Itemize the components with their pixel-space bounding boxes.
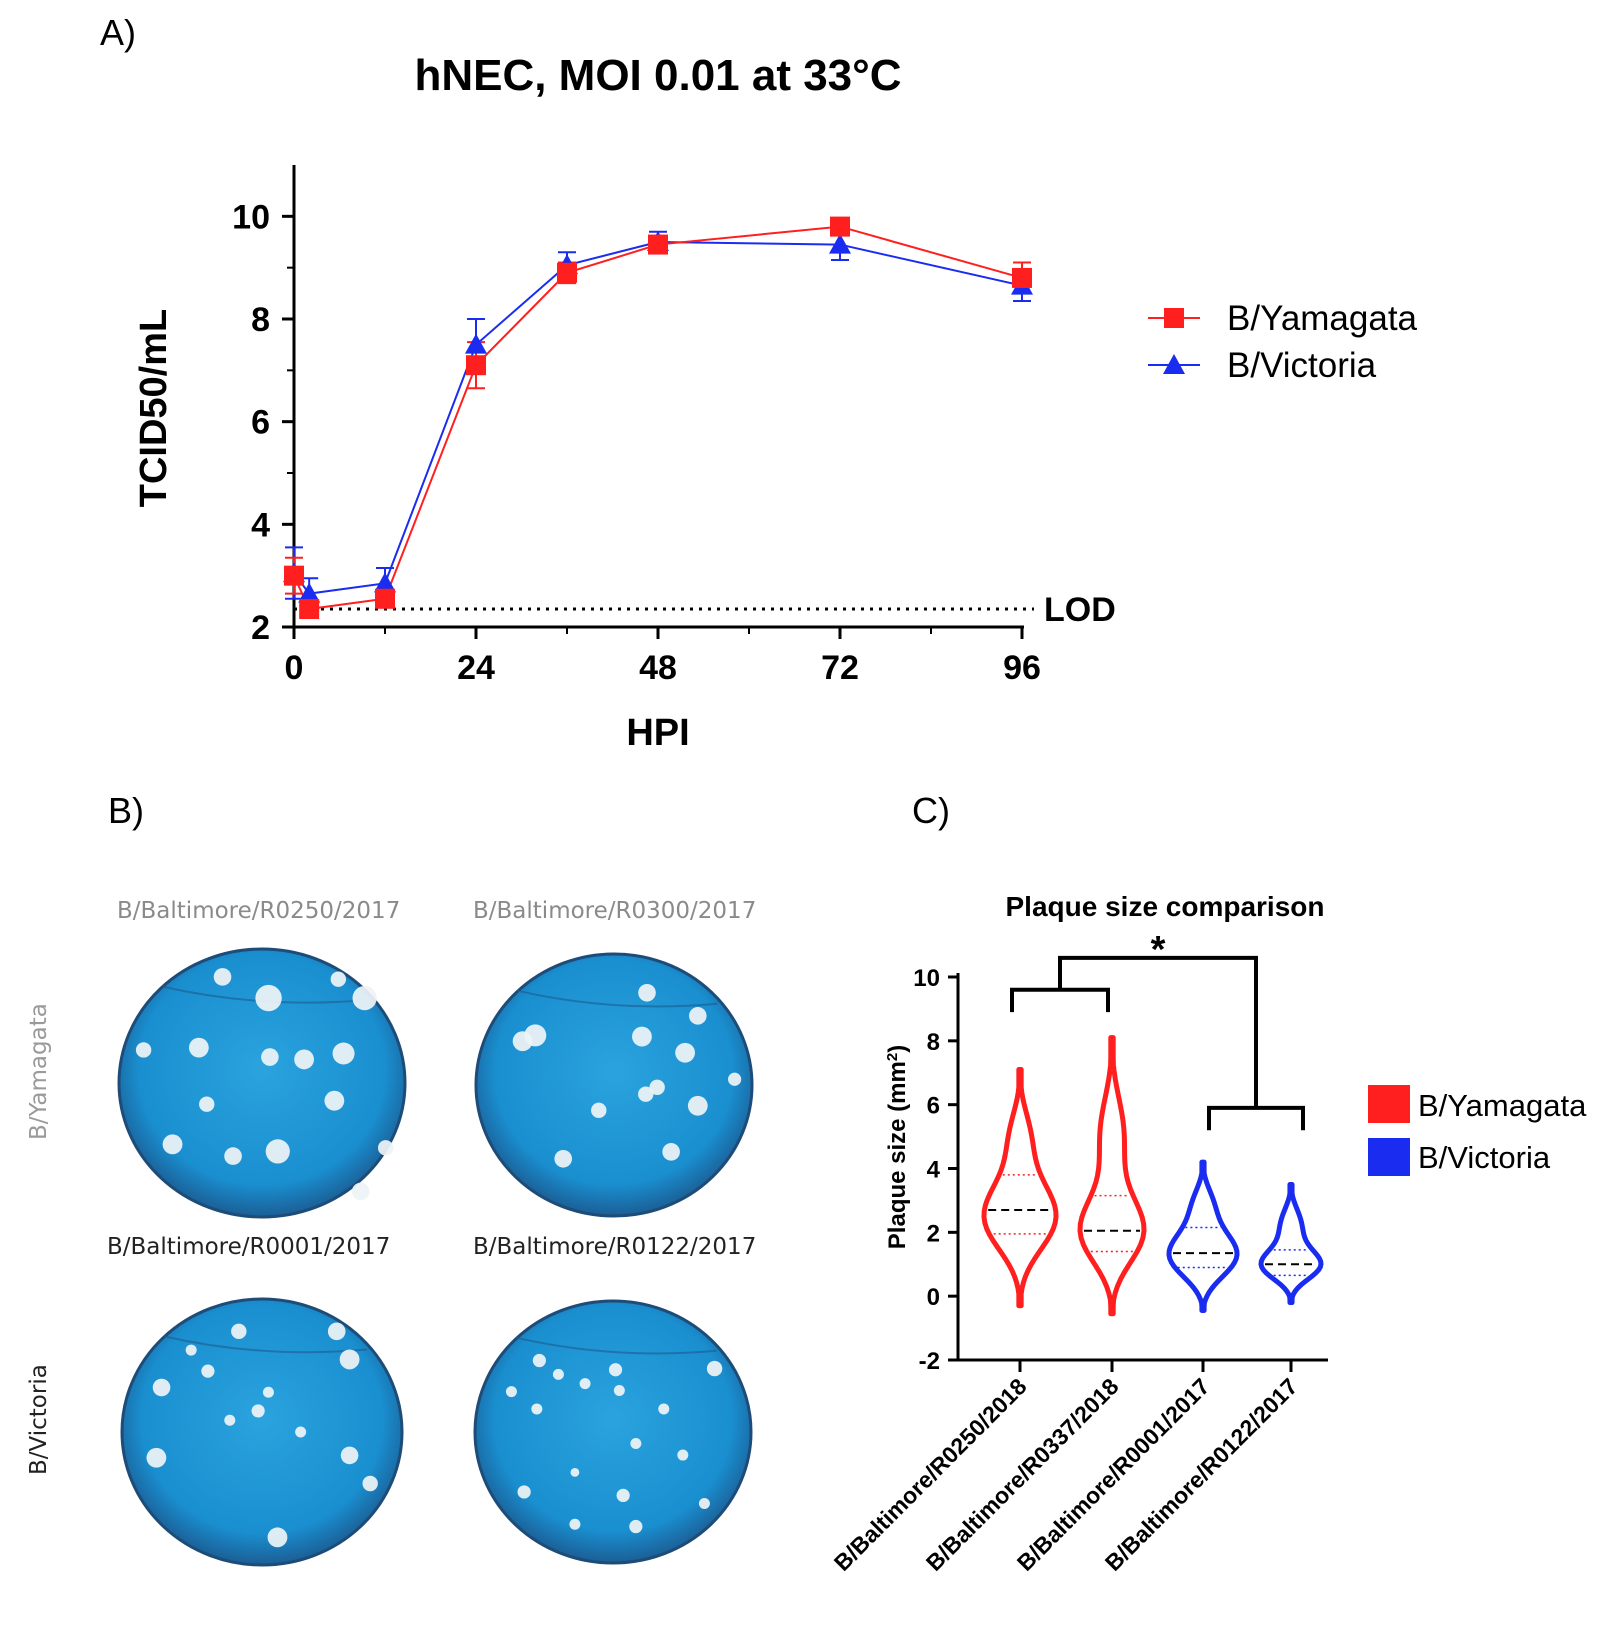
point-yamagata (557, 262, 577, 283)
legend-victoria-marker (1163, 354, 1185, 374)
panel-label-b: B) (108, 790, 144, 831)
point-yamagata (375, 588, 395, 609)
point-yamagata (648, 234, 668, 255)
chart-c-y-tick-label: 4 (927, 1157, 941, 1184)
chart-c-ylabel-close: ) (884, 1045, 911, 1053)
chart-c-ylabel: Plaque size (mm2) (884, 1045, 912, 1249)
chart-c-y-tick-label: 10 (913, 965, 940, 992)
chart-a-xlabel: HPI (626, 712, 689, 754)
chart-c-ylabel-text: Plaque size (mm (884, 1061, 911, 1249)
point-yamagata (284, 565, 304, 586)
chart-a-x-tick-label: 48 (639, 649, 677, 687)
violin-1 (981, 1067, 1059, 1309)
chart-c-legend: B/Yamagata B/Victoria (1368, 1085, 1587, 1176)
chart-a-y-tick-label: 6 (251, 404, 270, 442)
chart-a-ylabel: TCID50/mL (133, 309, 175, 507)
legend-victoria-label: B/Victoria (1227, 346, 1377, 385)
point-yamagata (466, 355, 486, 376)
chart-a-y-tick-label: 10 (232, 198, 270, 236)
chart-a-y-tick-label: 8 (251, 301, 270, 339)
point-yamagata (830, 216, 850, 237)
chart-a-x-tick-label: 0 (285, 649, 304, 687)
legend-yamagata-marker (1164, 308, 1184, 328)
panel-label-a: A) (100, 12, 136, 53)
chart-c-y-tick-label: 8 (927, 1029, 940, 1056)
plate-title-3: B/Baltimore/R0001/2017 (107, 1234, 391, 1260)
growth-curve-chart: hNEC, MOI 0.01 at 33°C TCID50/mL HPI 246… (133, 51, 1418, 754)
plate-title-1: B/Baltimore/R0250/2017 (117, 898, 401, 924)
plate-title-4: B/Baltimore/R0122/2017 (473, 1234, 757, 1260)
point-yamagata (299, 599, 320, 620)
violin-2 (1077, 1035, 1147, 1317)
chart-c-x-tick-label: B/Baltimore/R0337/2018 (921, 1373, 1124, 1576)
bracket-yamagata (1010, 987, 1110, 1013)
violin-4 (1258, 1181, 1324, 1306)
chart-c-y-tick-label: 2 (927, 1220, 940, 1247)
chart-c-x-tick-label: B/Baltimore/R0250/2018 (829, 1373, 1032, 1576)
bracket-main (1058, 955, 1258, 1108)
point-victoria (465, 333, 487, 354)
legend-c-victoria-label: B/Victoria (1418, 1140, 1551, 1175)
significance-star: * (1151, 929, 1166, 971)
legend-c-yamagata-swatch (1368, 1085, 1410, 1123)
chart-c-ylabel-sup: 2 (884, 1053, 901, 1061)
legend-c-victoria-swatch (1368, 1138, 1410, 1176)
violin-3 (1166, 1159, 1240, 1314)
chart-c-y-tick-label: 6 (927, 1093, 940, 1120)
chart-c-title: Plaque size comparison (1006, 891, 1325, 922)
chart-c-y-tick-label: -2 (919, 1348, 940, 1375)
lod-label: LOD (1044, 591, 1116, 629)
point-victoria (374, 572, 396, 593)
point-victoria (829, 233, 851, 254)
chart-a-x-tick-label: 24 (457, 649, 495, 687)
chart-a-y-tick-label: 4 (251, 506, 270, 544)
chart-a-legend: B/Yamagata B/Victoria (1148, 299, 1418, 385)
series-line-yamagata (293, 225, 1023, 611)
point-victoria (298, 582, 321, 603)
point-yamagata (1012, 267, 1032, 288)
panel-label-c: C) (912, 790, 950, 831)
bracket-victoria (1207, 1105, 1305, 1131)
chart-a-x-tick-label: 96 (1003, 649, 1041, 687)
chart-c-y-tick-label: 0 (927, 1284, 940, 1311)
legend-yamagata-label: B/Yamagata (1227, 299, 1418, 338)
plate-title-2: B/Baltimore/R0300/2017 (473, 898, 757, 924)
chart-a-y-tick-label: 2 (251, 609, 270, 647)
chart-a-title: hNEC, MOI 0.01 at 33°C (414, 51, 901, 100)
chart-a-x-tick-label: 72 (821, 649, 859, 687)
legend-c-yamagata-label: B/Yamagata (1418, 1088, 1587, 1123)
series-line-victoria (293, 240, 1023, 595)
